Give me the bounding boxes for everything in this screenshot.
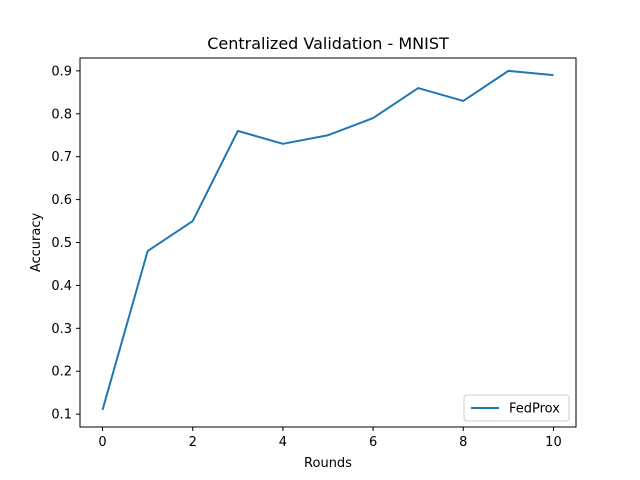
y-tick-label: 0.9 bbox=[51, 64, 72, 79]
legend: FedProx bbox=[463, 394, 570, 422]
plot-area bbox=[80, 58, 576, 427]
y-tick-label: 0.1 bbox=[51, 408, 72, 423]
series-layer bbox=[101, 69, 554, 411]
legend-box bbox=[463, 394, 570, 422]
x-tick-label: 10 bbox=[545, 435, 562, 450]
y-axis-label: Accuracy bbox=[29, 213, 44, 273]
chart-title: Centralized Validation - MNIST bbox=[207, 34, 449, 53]
y-tick-label: 0.7 bbox=[51, 150, 72, 165]
y-tick-label: 0.3 bbox=[51, 322, 72, 337]
y-tick-label: 0.8 bbox=[51, 107, 72, 122]
x-axis: 0 2 4 6 8 10 bbox=[98, 427, 562, 450]
x-tick-label: 8 bbox=[459, 435, 467, 450]
y-tick-label: 0.5 bbox=[51, 236, 72, 251]
y-axis: 0.1 0.2 0.3 0.4 0.5 0.6 0.7 0.8 0.9 bbox=[51, 64, 80, 423]
legend-label: FedProx bbox=[509, 402, 560, 417]
x-axis-label: Rounds bbox=[304, 456, 352, 471]
y-tick-label: 0.4 bbox=[51, 279, 72, 294]
x-tick-label: 0 bbox=[98, 435, 106, 450]
plot-frame bbox=[79, 57, 577, 428]
y-tick-label: 0.6 bbox=[51, 193, 72, 208]
x-tick-label: 2 bbox=[189, 435, 197, 450]
y-tick-label: 0.2 bbox=[51, 365, 72, 380]
x-tick-label: 6 bbox=[369, 435, 377, 450]
x-tick-label: 4 bbox=[279, 435, 287, 450]
